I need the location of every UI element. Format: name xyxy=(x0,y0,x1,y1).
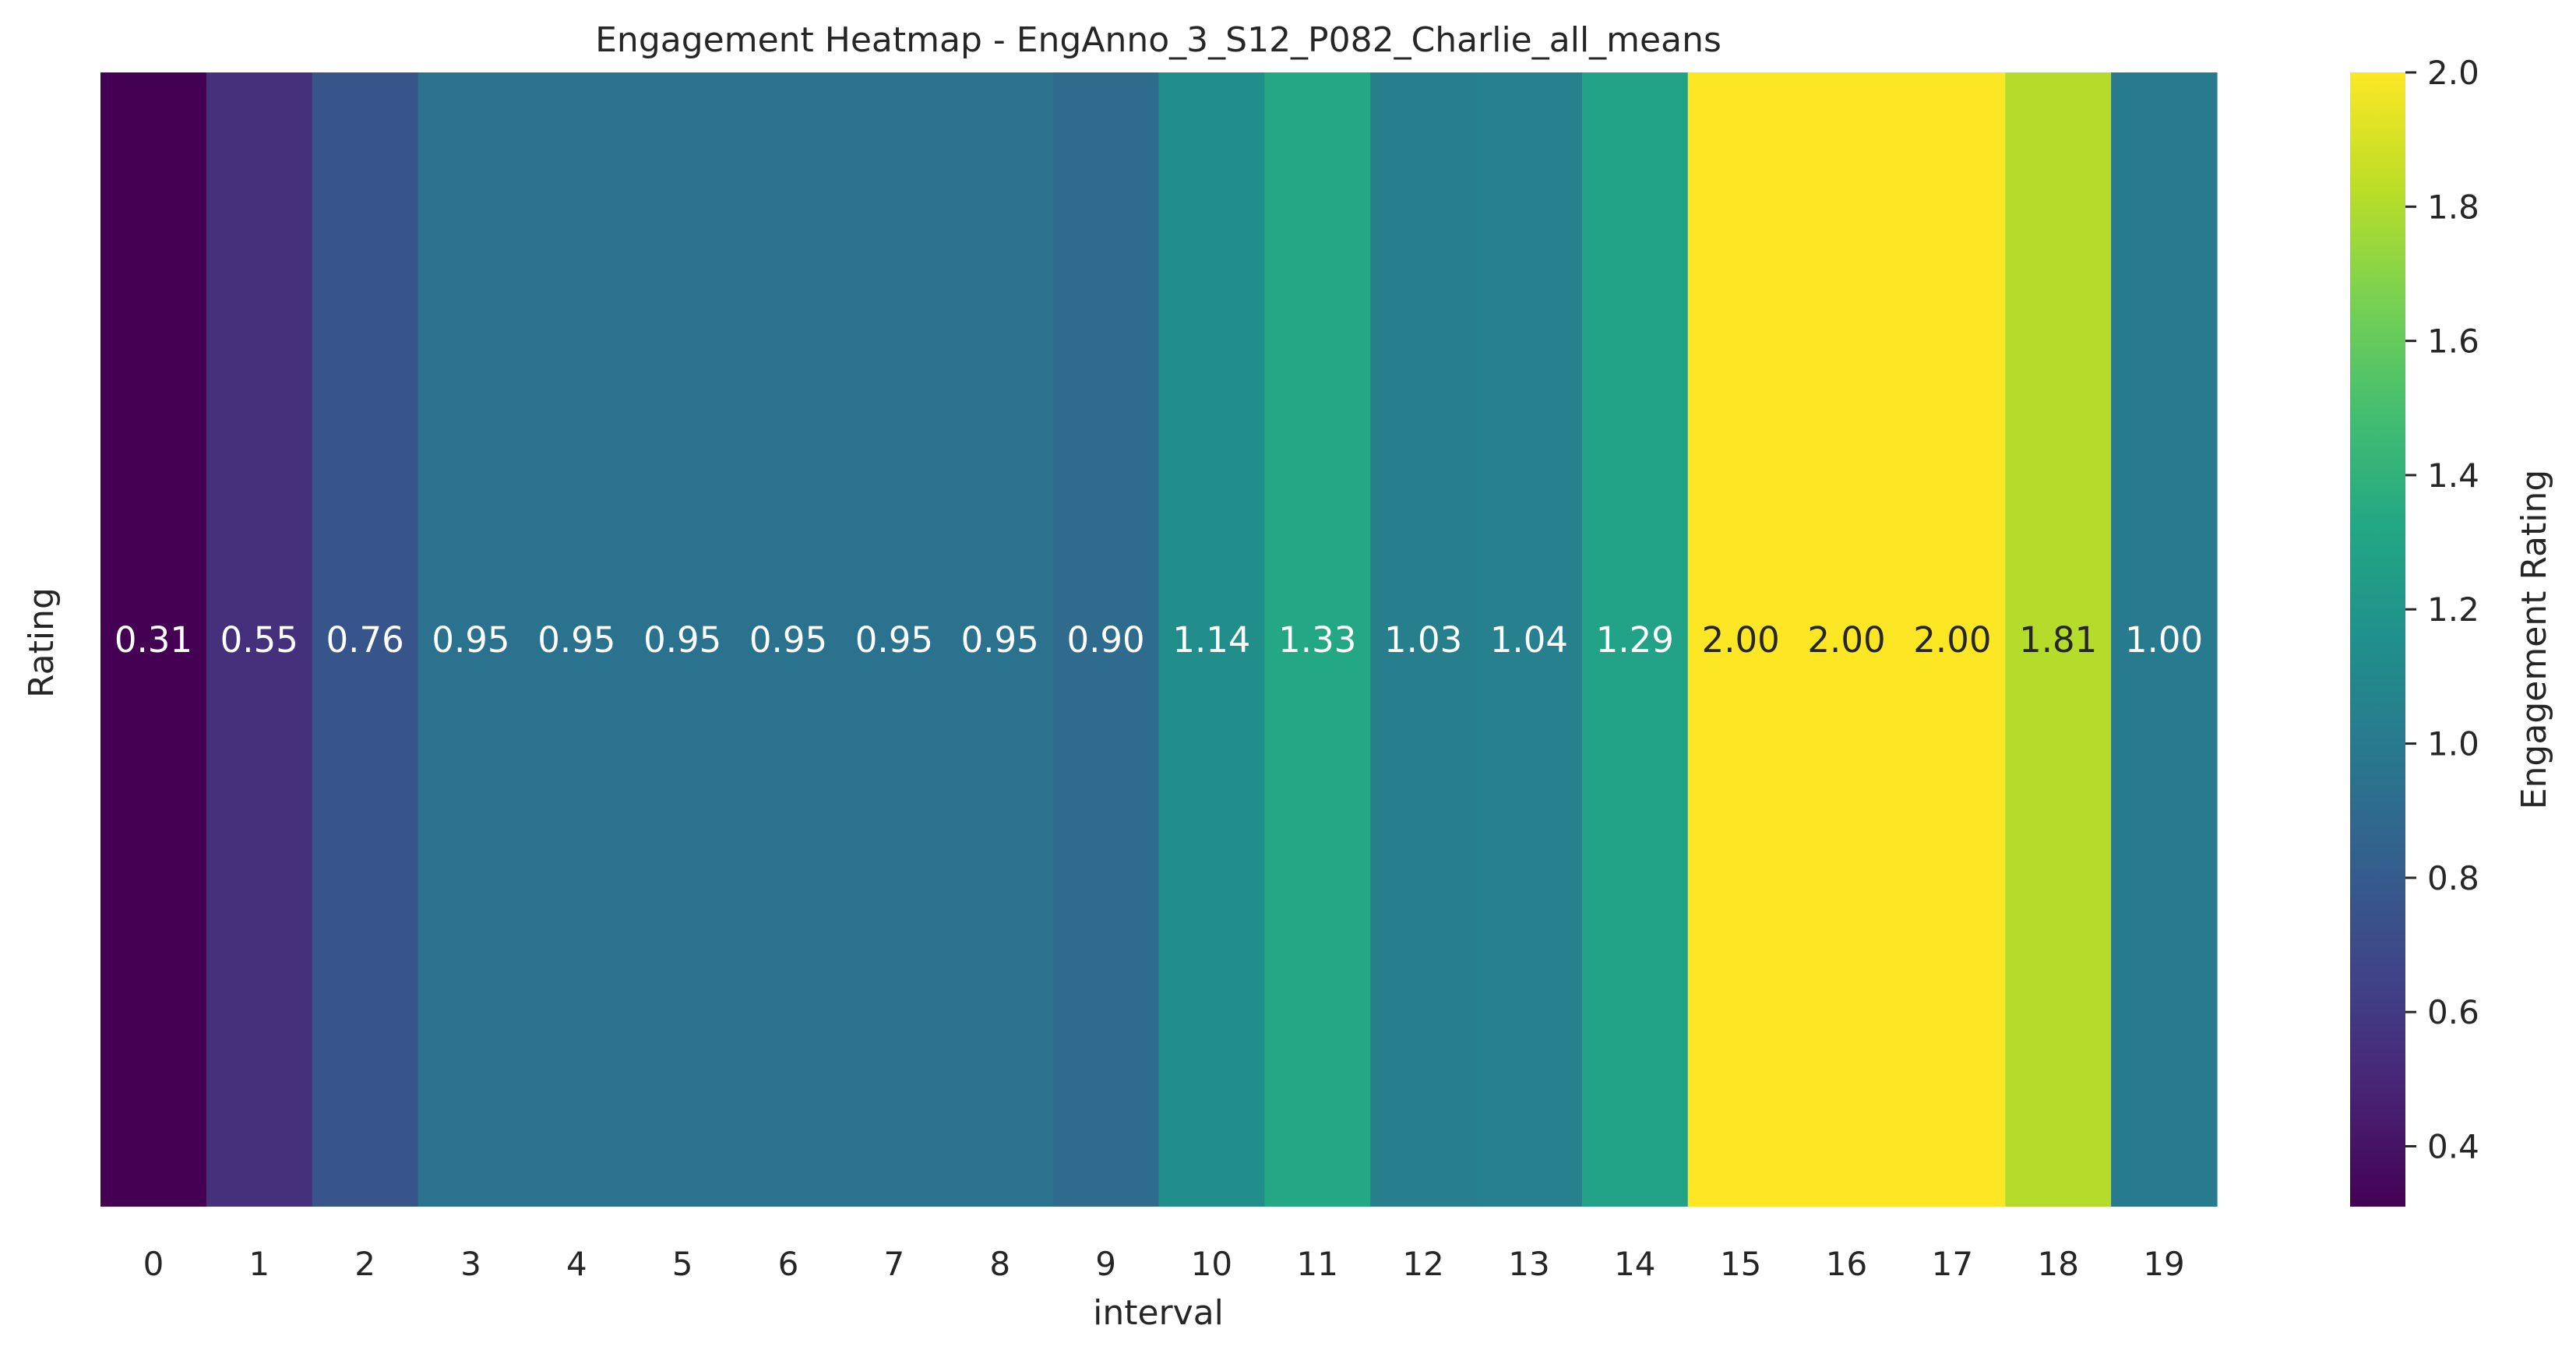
cell-annotation: 0.95 xyxy=(855,619,933,661)
x-tick-label: 10 xyxy=(1191,1245,1232,1283)
cell-annotation: 0.95 xyxy=(961,619,1039,661)
x-tick-label: 17 xyxy=(1932,1245,1973,1283)
heatmap-cell xyxy=(312,72,419,1207)
x-axis-ticks: 0 1 2 3 4 5 6 7 8 9 10 11 12 13 14 15 16 17 18 19 xyxy=(143,1245,2185,1283)
heatmap-cell xyxy=(1581,72,1689,1207)
heatmap-cells xyxy=(100,72,2218,1207)
cell-annotation: 1.81 xyxy=(2019,619,2097,661)
x-tick-label: 0 xyxy=(143,1245,164,1283)
cell-annotation: 0.95 xyxy=(537,619,615,661)
cell-annotation: 0.31 xyxy=(115,619,192,661)
y-axis-label: Rating xyxy=(22,587,62,698)
cell-annotation: 0.55 xyxy=(220,619,298,661)
cell-annotation: 0.95 xyxy=(432,619,509,661)
heatmap-cell xyxy=(1264,72,1371,1207)
heatmap-cell xyxy=(1052,72,1160,1207)
heatmap-cell xyxy=(1158,72,1265,1207)
colorbar-tick-label: 0.6 xyxy=(2427,993,2479,1031)
x-tick-label: 8 xyxy=(989,1245,1010,1283)
heatmap-cell xyxy=(2111,72,2218,1207)
heatmap-cell xyxy=(1370,72,1477,1207)
x-tick-label: 6 xyxy=(778,1245,799,1283)
heatmap-cell xyxy=(100,72,207,1207)
x-tick-label: 18 xyxy=(2037,1245,2078,1283)
heatmap-cell xyxy=(946,72,1054,1207)
x-tick-label: 19 xyxy=(2143,1245,2184,1283)
heatmap-cell xyxy=(206,72,313,1207)
x-tick-label: 16 xyxy=(1826,1245,1867,1283)
heatmap-cell xyxy=(418,72,524,1207)
cell-annotation: 1.33 xyxy=(1278,619,1356,661)
colorbar xyxy=(2350,72,2405,1207)
cell-annotation: 1.29 xyxy=(1596,619,1674,661)
x-tick-label: 15 xyxy=(1720,1245,1761,1283)
colorbar-tick-label: 1.6 xyxy=(2427,323,2479,361)
x-tick-label: 11 xyxy=(1297,1245,1338,1283)
colorbar-label: Engagement Rating xyxy=(2514,470,2554,810)
x-tick-label: 3 xyxy=(460,1245,481,1283)
x-tick-label: 1 xyxy=(248,1245,270,1283)
colorbar-tick-label: 0.4 xyxy=(2427,1127,2479,1165)
cell-annotations: 0.31 0.55 0.76 0.95 0.95 0.95 0.95 0.95 0.95 0.90… xyxy=(115,619,2203,661)
x-axis-label: interval xyxy=(1093,1293,1224,1333)
colorbar-tick-label: 1.8 xyxy=(2427,188,2479,226)
heatmap-cell xyxy=(1899,72,2006,1207)
x-tick-label: 9 xyxy=(1095,1245,1116,1283)
cell-annotation: 0.90 xyxy=(1066,619,1144,661)
heatmap-cell xyxy=(1476,72,1583,1207)
x-tick-label: 4 xyxy=(566,1245,587,1283)
x-tick-label: 12 xyxy=(1402,1245,1443,1283)
colorbar-tick-label: 0.8 xyxy=(2427,859,2479,897)
colorbar-tick-label: 1.4 xyxy=(2427,456,2479,495)
colorbar-tick-label: 1.2 xyxy=(2427,590,2479,629)
heatmap-cell xyxy=(735,72,842,1207)
colorbar-tick-label: 1.0 xyxy=(2427,725,2479,763)
heatmap-cell xyxy=(840,72,948,1207)
x-tick-label: 13 xyxy=(1508,1245,1549,1283)
cell-annotation: 1.04 xyxy=(1490,619,1568,661)
cell-annotation: 1.00 xyxy=(2125,619,2203,661)
x-tick-label: 2 xyxy=(354,1245,375,1283)
cell-annotation: 0.95 xyxy=(749,619,827,661)
colorbar-tick-label: 2.0 xyxy=(2427,54,2479,92)
cell-annotation: 2.00 xyxy=(1702,619,1780,661)
heatmap-cell xyxy=(2005,72,2112,1207)
x-tick-label: 14 xyxy=(1614,1245,1655,1283)
cell-annotation: 2.00 xyxy=(1807,619,1885,661)
cell-annotation: 0.95 xyxy=(643,619,721,661)
cell-annotation: 2.00 xyxy=(1913,619,1991,661)
x-tick-label: 5 xyxy=(672,1245,693,1283)
cell-annotation: 0.76 xyxy=(326,619,404,661)
cell-annotation: 1.14 xyxy=(1172,619,1250,661)
heatmap-cell xyxy=(1687,72,1795,1207)
cell-annotation: 1.03 xyxy=(1384,619,1462,661)
chart-title: Engagement Heatmap - EngAnno_3_S12_P082_… xyxy=(595,20,1721,60)
heatmap-cell xyxy=(629,72,736,1207)
colorbar-ticks: 0.4 0.6 0.8 1.0 1.2 1.4 1.6 1.8 2.0 xyxy=(2405,54,2479,1165)
heatmap-cell xyxy=(1793,72,1901,1207)
x-tick-label: 7 xyxy=(884,1245,905,1283)
heatmap-cell xyxy=(523,72,630,1207)
